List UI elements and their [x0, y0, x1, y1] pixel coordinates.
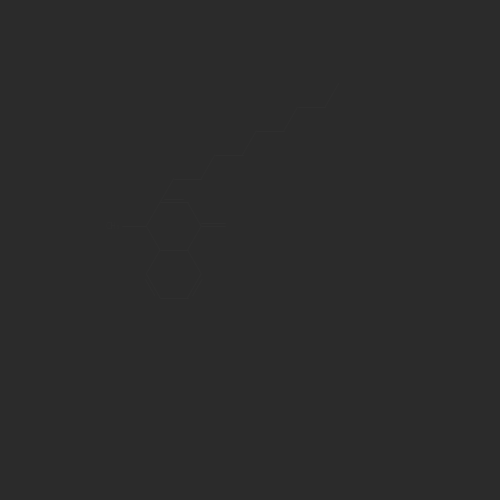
- Text: CH₃: CH₃: [106, 222, 120, 230]
